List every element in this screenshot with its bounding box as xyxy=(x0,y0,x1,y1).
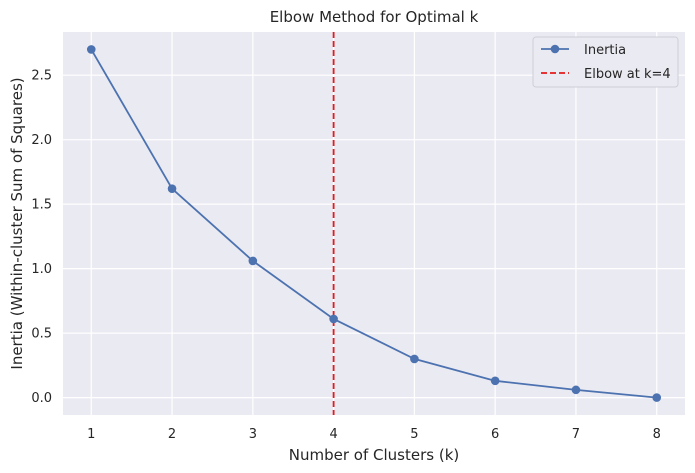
x-tick-label: 5 xyxy=(410,427,418,442)
plot-background xyxy=(63,32,685,415)
legend-inertia-marker xyxy=(550,44,560,54)
data-point xyxy=(329,314,338,324)
data-point xyxy=(571,385,581,395)
y-tick-label: 1.0 xyxy=(31,262,52,277)
y-tick-label: 2.5 xyxy=(31,69,52,84)
y-tick-label: 2.0 xyxy=(31,133,52,148)
x-tick-label: 2 xyxy=(168,427,176,442)
legend-box xyxy=(532,36,679,88)
data-point xyxy=(652,393,662,402)
x-tick-label: 7 xyxy=(572,427,580,442)
data-point xyxy=(167,184,177,193)
x-axis-label: Number of Clusters (k) xyxy=(289,446,459,464)
y-tick-label: 0.0 xyxy=(31,391,52,406)
x-tick-label: 3 xyxy=(249,427,257,442)
x-tick-label: 4 xyxy=(329,427,337,442)
y-tick-label: 1.5 xyxy=(31,198,52,213)
data-point xyxy=(410,354,419,364)
data-point xyxy=(248,256,258,266)
data-point xyxy=(490,376,500,386)
y-axis-label: Inertia (Within-cluster Sum of Squares) xyxy=(8,77,26,369)
x-tick-label: 1 xyxy=(87,427,95,442)
series-group xyxy=(86,45,662,402)
y-tick-label: 0.5 xyxy=(31,327,52,342)
x-tick-label: 6 xyxy=(491,427,499,442)
x-tick-labels: 1 2 3 4 5 6 7 8 xyxy=(87,427,661,442)
legend: Inertia Elbow at k=4 xyxy=(532,36,679,88)
chart-title: Elbow Method for Optimal k xyxy=(270,8,479,26)
x-tick-label: 8 xyxy=(653,427,661,442)
data-point xyxy=(86,45,96,54)
y-tick-labels: 0.0 0.5 1.0 1.5 2.0 2.5 xyxy=(31,69,52,406)
series-line xyxy=(90,48,657,399)
legend-elbow-label: Elbow at k=4 xyxy=(584,67,671,82)
legend-inertia-label: Inertia xyxy=(584,43,626,58)
